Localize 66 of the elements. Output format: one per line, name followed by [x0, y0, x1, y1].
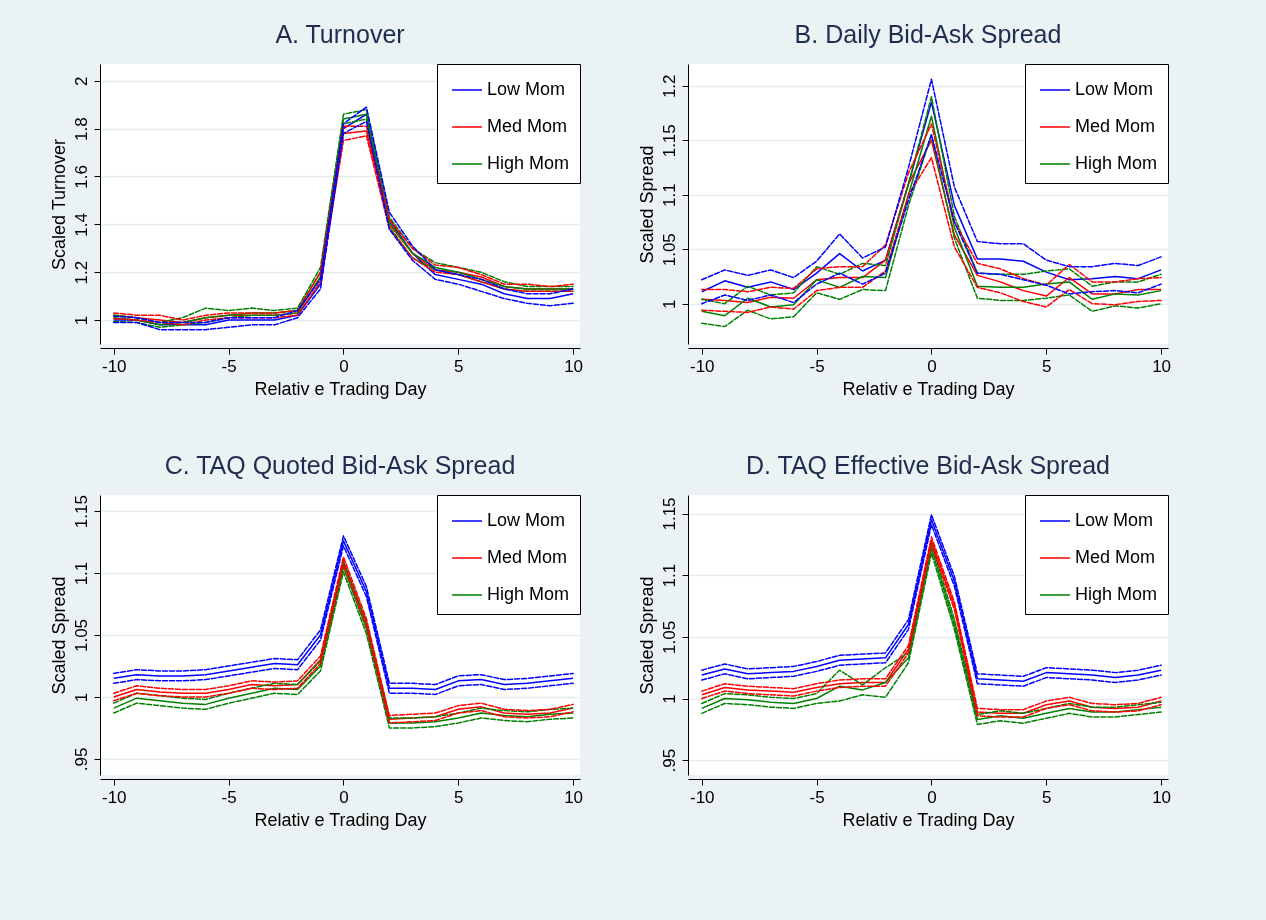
x-tick-label: 0 — [927, 787, 937, 807]
legend-label: High Mom — [487, 153, 570, 173]
x-tick-label: 5 — [454, 787, 464, 807]
legend-label: High Mom — [487, 584, 570, 604]
x-axis-title: Relativ e Trading Day — [842, 378, 1015, 399]
legend-label: Med Mom — [1075, 116, 1156, 136]
y-axis-title: Scaled Spread — [48, 576, 69, 695]
y-tick-label: 1.8 — [71, 117, 91, 141]
chart-title: D. TAQ Effective Bid-Ask Spread — [745, 450, 1111, 479]
y-tick-label: 1.1 — [659, 563, 679, 588]
x-tick-label: -10 — [101, 356, 127, 376]
x-tick-label: 5 — [1042, 356, 1052, 376]
x-tick-label: 10 — [564, 787, 584, 807]
x-tick-label: -5 — [809, 787, 825, 807]
chart-title: A. Turnover — [275, 19, 405, 48]
legend-label: High Mom — [1075, 153, 1158, 173]
y-tick-label: 1.1 — [71, 561, 91, 586]
x-tick-label: 5 — [454, 356, 464, 376]
x-tick-label: -10 — [101, 787, 127, 807]
y-tick-label: 1.05 — [659, 233, 679, 267]
x-axis-title: Relativ e Trading Day — [254, 378, 427, 399]
x-tick-label: 10 — [564, 356, 584, 376]
y-tick-label: 1.15 — [659, 124, 679, 158]
legend-label: High Mom — [1075, 584, 1158, 604]
y-tick-label: 1.1 — [659, 183, 679, 208]
legend-label: Low Mom — [487, 79, 566, 99]
x-tick-label: 10 — [1152, 787, 1172, 807]
y-tick-label: 1.05 — [71, 618, 91, 653]
legend-label: Low Mom — [1075, 79, 1154, 99]
x-tick-label: -10 — [689, 787, 715, 807]
line-series — [701, 78, 1162, 281]
legend-label: Med Mom — [487, 547, 568, 567]
y-axis-title: Scaled Turnover — [48, 138, 69, 271]
legend-label: Low Mom — [487, 510, 566, 530]
y-tick-label: .95 — [659, 748, 679, 773]
x-tick-label: -5 — [809, 356, 825, 376]
x-tick-label: 5 — [1042, 787, 1052, 807]
x-axis-title: Relativ e Trading Day — [254, 809, 427, 830]
y-tick-label: 1 — [659, 299, 679, 309]
x-tick-label: 0 — [339, 787, 349, 807]
y-tick-label: 1.2 — [71, 260, 91, 285]
x-tick-label: -10 — [689, 356, 715, 376]
y-tick-label: 1.2 — [659, 74, 679, 99]
y-tick-label: 1.15 — [659, 497, 679, 531]
chart-title: B. Daily Bid-Ask Spread — [794, 19, 1062, 48]
y-tick-label: 2 — [71, 76, 91, 86]
y-tick-label: 1.15 — [71, 495, 91, 529]
y-tick-label: 1 — [71, 692, 91, 703]
y-tick-label: 1.6 — [71, 165, 91, 189]
x-tick-label: 0 — [927, 356, 937, 376]
legend-label: Low Mom — [1075, 510, 1154, 530]
legend-label: Med Mom — [1075, 547, 1156, 567]
x-tick-label: 0 — [339, 356, 349, 376]
y-tick-label: 1.05 — [659, 620, 679, 654]
y-axis-title: Scaled Spread — [636, 145, 657, 264]
y-axis-title: Scaled Spread — [636, 576, 657, 695]
x-tick-label: -5 — [221, 356, 237, 376]
x-tick-label: -5 — [221, 787, 237, 807]
legend-label: Med Mom — [487, 116, 568, 136]
x-axis-title: Relativ e Trading Day — [842, 809, 1015, 830]
x-tick-label: 10 — [1152, 356, 1172, 376]
y-tick-label: 1 — [659, 694, 679, 704]
y-tick-label: .95 — [71, 747, 91, 772]
chart-title: C. TAQ Quoted Bid-Ask Spread — [164, 450, 516, 479]
y-tick-label: 1 — [71, 315, 91, 326]
y-tick-label: 1.4 — [71, 213, 91, 237]
